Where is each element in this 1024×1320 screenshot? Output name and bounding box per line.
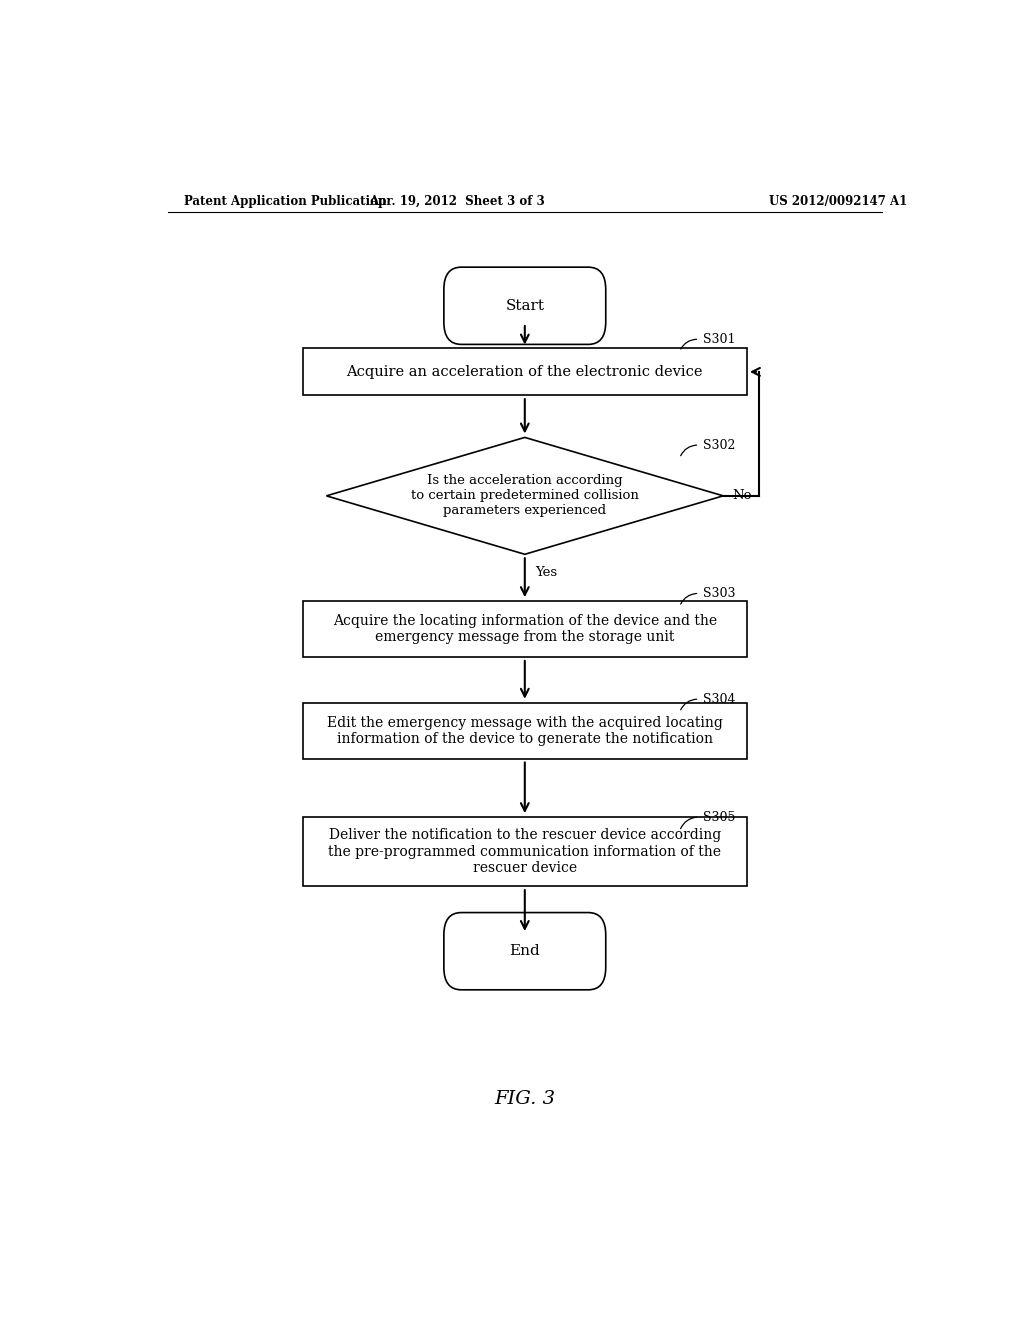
Text: Patent Application Publication: Patent Application Publication [183,194,386,207]
FancyBboxPatch shape [443,912,606,990]
Text: US 2012/0092147 A1: US 2012/0092147 A1 [769,194,907,207]
Bar [303,702,748,759]
Text: Edit the emergency message with the acquired locating
information of the device : Edit the emergency message with the acqu… [327,715,723,746]
Text: FIG. 3: FIG. 3 [495,1089,555,1107]
FancyBboxPatch shape [443,267,606,345]
Text: No: No [733,490,753,503]
Text: Start: Start [505,298,545,313]
Text: Acquire the locating information of the device and the
emergency message from th: Acquire the locating information of the … [333,614,717,644]
Text: S302: S302 [703,438,735,451]
Text: Apr. 19, 2012  Sheet 3 of 3: Apr. 19, 2012 Sheet 3 of 3 [370,194,545,207]
Text: S305: S305 [703,810,735,824]
Text: S303: S303 [703,587,736,599]
Text: S304: S304 [703,693,736,706]
Text: Yes: Yes [536,566,557,579]
Text: Is the acceleration according
to certain predetermined collision
parameters expe: Is the acceleration according to certain… [411,474,639,517]
Text: Deliver the notification to the rescuer device according
the pre-programmed comm: Deliver the notification to the rescuer … [329,829,721,875]
Polygon shape [327,437,723,554]
Text: Acquire an acceleration of the electronic device: Acquire an acceleration of the electroni… [346,364,703,379]
Bar [303,348,748,395]
Bar [303,601,748,657]
Text: S301: S301 [703,333,736,346]
Bar [303,817,748,886]
Text: End: End [509,944,541,958]
